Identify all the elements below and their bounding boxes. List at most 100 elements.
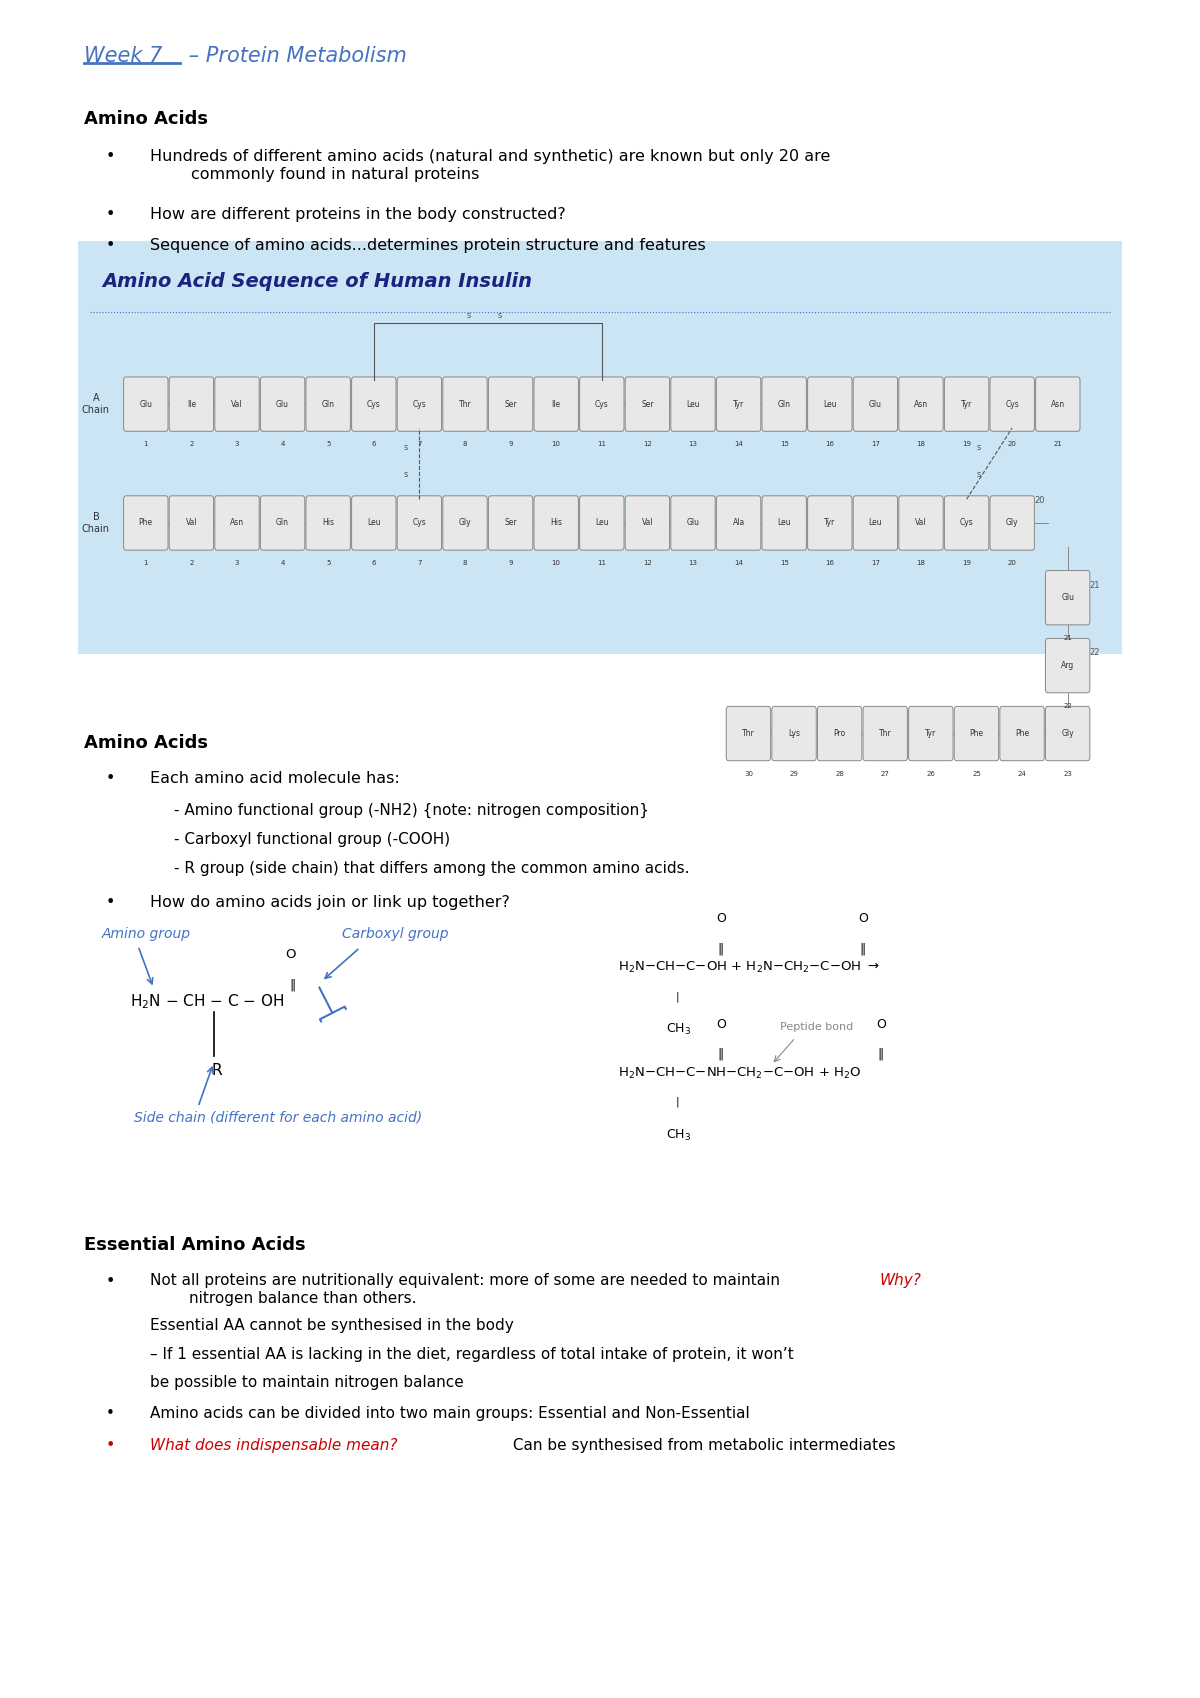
Text: Glu: Glu [869, 399, 882, 409]
Text: ‖: ‖ [718, 942, 724, 956]
FancyBboxPatch shape [899, 496, 943, 550]
Text: 10: 10 [552, 560, 560, 567]
Text: Arg: Arg [1061, 661, 1074, 671]
Text: Glu: Glu [139, 399, 152, 409]
Text: O: O [286, 947, 296, 961]
FancyBboxPatch shape [716, 496, 761, 550]
FancyBboxPatch shape [443, 496, 487, 550]
Text: Phe: Phe [139, 518, 152, 528]
Text: Cys: Cys [413, 518, 426, 528]
Text: Can be synthesised from metabolic intermediates: Can be synthesised from metabolic interm… [508, 1438, 895, 1453]
Text: Gly: Gly [1061, 728, 1074, 739]
FancyBboxPatch shape [853, 377, 898, 431]
FancyBboxPatch shape [853, 496, 898, 550]
Text: 27: 27 [881, 771, 889, 778]
Text: B
Chain: B Chain [82, 513, 110, 533]
Text: H$_2$N $-$ CH $-$ C $-$ OH: H$_2$N $-$ CH $-$ C $-$ OH [130, 992, 284, 1012]
Text: - Amino functional group (-NH2) {note: nitrogen composition}: - Amino functional group (-NH2) {note: n… [174, 803, 649, 818]
FancyBboxPatch shape [260, 377, 305, 431]
FancyBboxPatch shape [306, 496, 350, 550]
FancyBboxPatch shape [817, 706, 862, 761]
Text: Pro: Pro [834, 728, 846, 739]
Text: 15: 15 [780, 560, 788, 567]
Text: Val: Val [642, 518, 653, 528]
Text: – Protein Metabolism: – Protein Metabolism [182, 46, 407, 66]
Text: Leu: Leu [823, 399, 836, 409]
Text: How do amino acids join or link up together?: How do amino acids join or link up toget… [150, 895, 510, 910]
Text: 22: 22 [1090, 649, 1100, 657]
Text: – If 1 essential AA is lacking in the diet, regardless of total intake of protei: – If 1 essential AA is lacking in the di… [150, 1347, 793, 1362]
Text: 19: 19 [962, 441, 971, 448]
FancyBboxPatch shape [215, 377, 259, 431]
Text: Ser: Ser [504, 518, 517, 528]
Text: H$_2$N$-$CH$-$C$-$NH$-$CH$_2$$-$C$-$OH + H$_2$O: H$_2$N$-$CH$-$C$-$NH$-$CH$_2$$-$C$-$OH +… [618, 1066, 862, 1080]
FancyBboxPatch shape [808, 377, 852, 431]
FancyBboxPatch shape [944, 377, 989, 431]
Text: Gly: Gly [458, 518, 472, 528]
FancyBboxPatch shape [944, 496, 989, 550]
Text: 7: 7 [418, 441, 421, 448]
FancyBboxPatch shape [488, 377, 533, 431]
FancyBboxPatch shape [762, 496, 806, 550]
Text: Amino group: Amino group [102, 927, 191, 941]
Text: •: • [106, 771, 115, 786]
FancyBboxPatch shape [443, 377, 487, 431]
Text: 11: 11 [598, 560, 606, 567]
Text: Tyr: Tyr [733, 399, 744, 409]
Text: 6: 6 [372, 560, 376, 567]
Text: Ile: Ile [552, 399, 560, 409]
Text: CH$_3$: CH$_3$ [666, 1022, 691, 1037]
Text: R: R [211, 1063, 222, 1078]
FancyBboxPatch shape [671, 496, 715, 550]
Text: 30: 30 [744, 771, 752, 778]
Text: Gln: Gln [276, 518, 289, 528]
Text: 5: 5 [326, 560, 330, 567]
Text: 13: 13 [689, 560, 697, 567]
Text: 21: 21 [1063, 635, 1072, 642]
Text: - Carboxyl functional group (-COOH): - Carboxyl functional group (-COOH) [174, 832, 450, 847]
Text: 23: 23 [1063, 771, 1072, 778]
Text: 12: 12 [643, 441, 652, 448]
Text: s: s [403, 470, 408, 479]
Text: Amino Acid Sequence of Human Insulin: Amino Acid Sequence of Human Insulin [102, 272, 532, 290]
Text: s: s [466, 311, 470, 319]
Text: Phe: Phe [970, 728, 984, 739]
Text: •: • [106, 238, 115, 253]
Text: Phe: Phe [1015, 728, 1030, 739]
Text: 4: 4 [281, 560, 284, 567]
Text: •: • [106, 149, 115, 165]
Text: O: O [716, 912, 726, 925]
FancyBboxPatch shape [671, 377, 715, 431]
FancyBboxPatch shape [808, 496, 852, 550]
Text: 6: 6 [372, 441, 376, 448]
FancyBboxPatch shape [78, 241, 1122, 654]
Text: Leu: Leu [869, 518, 882, 528]
Text: O: O [716, 1017, 726, 1031]
Text: 2: 2 [190, 560, 193, 567]
Text: 9: 9 [509, 441, 512, 448]
FancyBboxPatch shape [580, 377, 624, 431]
Text: A
Chain: A Chain [82, 394, 110, 414]
Text: Cys: Cys [960, 518, 973, 528]
Text: Not all proteins are nutritionally equivalent: more of some are needed to mainta: Not all proteins are nutritionally equiv… [150, 1274, 780, 1306]
Text: Val: Val [186, 518, 197, 528]
Text: •: • [106, 1406, 114, 1421]
Text: 15: 15 [780, 441, 788, 448]
Text: 20: 20 [1008, 560, 1016, 567]
Text: Gln: Gln [322, 399, 335, 409]
Text: His: His [323, 518, 335, 528]
FancyBboxPatch shape [908, 706, 953, 761]
Text: Leu: Leu [778, 518, 791, 528]
Text: Peptide bond: Peptide bond [780, 1022, 853, 1032]
FancyBboxPatch shape [716, 377, 761, 431]
Text: 9: 9 [509, 560, 512, 567]
FancyBboxPatch shape [625, 377, 670, 431]
Text: 12: 12 [643, 560, 652, 567]
Text: Glu: Glu [1061, 593, 1074, 603]
FancyBboxPatch shape [625, 496, 670, 550]
Text: be possible to maintain nitrogen balance: be possible to maintain nitrogen balance [150, 1375, 463, 1391]
Text: Val: Val [916, 518, 926, 528]
Text: •: • [106, 1274, 115, 1289]
FancyBboxPatch shape [534, 377, 578, 431]
Text: O: O [858, 912, 868, 925]
